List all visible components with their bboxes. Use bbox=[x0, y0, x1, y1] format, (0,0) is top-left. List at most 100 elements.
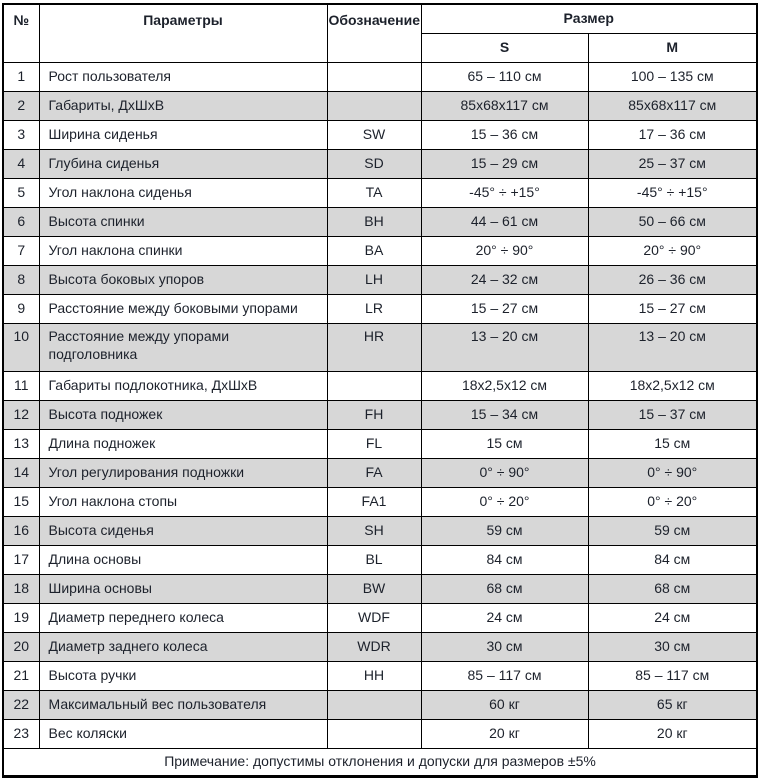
specification-table: № Параметры Обозначение Размер S M 1 Рост… bbox=[2, 3, 759, 778]
table-row: 13 Длина подножек FL 15 см 15 см bbox=[2, 429, 758, 459]
table-row: 19 Диаметр переднего колеса WDF 24 см 24 см bbox=[2, 603, 758, 633]
row-number: 10 bbox=[2, 323, 40, 372]
parameter-name: Угол наклона сиденья bbox=[38, 178, 328, 208]
table-row: 2 Габариты, ДхШхВ 85х68х117 см 85х68х117 см bbox=[2, 91, 758, 121]
parameter-name: Рост пользователя bbox=[38, 62, 328, 92]
header-number: № bbox=[2, 3, 40, 63]
designation-code: BW bbox=[326, 574, 422, 604]
row-number: 14 bbox=[2, 458, 40, 488]
parameter-name: Угол наклона спинки bbox=[38, 236, 328, 266]
parameter-name: Расстояние между упорами подголовника bbox=[38, 323, 328, 372]
parameter-name: Расстояние между боковыми упорами bbox=[38, 294, 328, 324]
size-s-value: 84 см bbox=[420, 545, 589, 575]
size-m-value: 17 – 36 см bbox=[587, 120, 758, 150]
table-row: 17 Длина основы BL 84 см 84 см bbox=[2, 545, 758, 575]
table-row: 9 Расстояние между боковыми упорами LR 15 –… bbox=[2, 294, 758, 324]
header-row-top: № Параметры Обозначение Размер bbox=[2, 3, 758, 63]
row-number: 12 bbox=[2, 400, 40, 430]
size-m-value: 50 – 66 см bbox=[587, 207, 758, 237]
table-row: 10 Расстояние между упорами подголовника H… bbox=[2, 323, 758, 372]
parameter-name: Высота спинки bbox=[38, 207, 328, 237]
size-s-value: 44 – 61 см bbox=[420, 207, 589, 237]
row-number: 9 bbox=[2, 294, 40, 324]
size-s-value: 24 см bbox=[420, 603, 589, 633]
size-s-value: 15 – 29 см bbox=[420, 149, 589, 179]
row-number: 19 bbox=[2, 603, 40, 633]
designation-code: SH bbox=[326, 516, 422, 546]
parameter-name: Угол наклона стопы bbox=[38, 487, 328, 517]
size-s-value: 65 – 110 см bbox=[420, 62, 589, 92]
table-row: 4 Глубина сиденья SD 15 – 29 см 25 – 37 см bbox=[2, 149, 758, 179]
designation-code: BH bbox=[326, 207, 422, 237]
row-number: 4 bbox=[2, 149, 40, 179]
row-number: 23 bbox=[2, 719, 40, 749]
row-number: 16 bbox=[2, 516, 40, 546]
row-number: 2 bbox=[2, 91, 40, 121]
table-row: 6 Высота спинки BH 44 – 61 см 50 – 66 см bbox=[2, 207, 758, 237]
size-s-value: 18х2,5х12 см bbox=[420, 371, 589, 401]
designation-code bbox=[326, 690, 422, 720]
table-row: 3 Ширина сиденья SW 15 – 36 см 17 – 36 см bbox=[2, 120, 758, 150]
table-row: 18 Ширина основы BW 68 см 68 см bbox=[2, 574, 758, 604]
table-row: 22 Максимальный вес пользователя 60 кг 65 к… bbox=[2, 690, 758, 720]
parameter-name: Длина подножек bbox=[38, 429, 328, 459]
designation-code: FH bbox=[326, 400, 422, 430]
table-row: 15 Угол наклона стопы FA1 0° ÷ 20° 0° ÷ 20° bbox=[2, 487, 758, 517]
row-number: 17 bbox=[2, 545, 40, 575]
size-s-value: 30 см bbox=[420, 632, 589, 662]
size-m-value: -45° ÷ +15° bbox=[587, 178, 758, 208]
size-m-value: 15 – 27 см bbox=[587, 294, 758, 324]
size-m-value: 68 см bbox=[587, 574, 758, 604]
row-number: 15 bbox=[2, 487, 40, 517]
size-s-value: 15 см bbox=[420, 429, 589, 459]
designation-code: FA1 bbox=[326, 487, 422, 517]
designation-code bbox=[326, 62, 422, 92]
designation-code bbox=[326, 91, 422, 121]
row-number: 8 bbox=[2, 265, 40, 295]
designation-code: SW bbox=[326, 120, 422, 150]
size-s-value: 15 – 27 см bbox=[420, 294, 589, 324]
header-size: Размер bbox=[420, 3, 758, 34]
size-s-value: 15 – 34 см bbox=[420, 400, 589, 430]
size-m-value: 24 см bbox=[587, 603, 758, 633]
header-size-s: S bbox=[420, 33, 589, 63]
table-row: 16 Высота сиденья SH 59 см 59 см bbox=[2, 516, 758, 546]
size-s-value: 13 – 20 см bbox=[420, 323, 589, 372]
row-number: 18 bbox=[2, 574, 40, 604]
row-number: 7 bbox=[2, 236, 40, 266]
size-m-value: 13 – 20 см bbox=[587, 323, 758, 372]
size-s-value: 15 – 36 см bbox=[420, 120, 589, 150]
parameter-name: Высота подножек bbox=[38, 400, 328, 430]
size-s-value: 20 кг bbox=[420, 719, 589, 749]
designation-code: HH bbox=[326, 661, 422, 691]
table-body: 1 Рост пользователя 65 – 110 см 100 – 135 с… bbox=[2, 62, 758, 749]
size-m-value: 15 см bbox=[587, 429, 758, 459]
row-number: 6 bbox=[2, 207, 40, 237]
designation-code: LR bbox=[326, 294, 422, 324]
designation-code: BA bbox=[326, 236, 422, 266]
designation-code: HR bbox=[326, 323, 422, 372]
size-s-value: 60 кг bbox=[420, 690, 589, 720]
size-m-value: 26 – 36 см bbox=[587, 265, 758, 295]
size-s-value: 85х68х117 см bbox=[420, 91, 589, 121]
size-m-value: 100 – 135 см bbox=[587, 62, 758, 92]
row-number: 13 bbox=[2, 429, 40, 459]
row-number: 22 bbox=[2, 690, 40, 720]
parameter-name: Высота сиденья bbox=[38, 516, 328, 546]
parameter-name: Длина основы bbox=[38, 545, 328, 575]
parameter-name: Ширина основы bbox=[38, 574, 328, 604]
designation-code: WDR bbox=[326, 632, 422, 662]
designation-code: LH bbox=[326, 265, 422, 295]
size-m-value: 0° ÷ 90° bbox=[587, 458, 758, 488]
designation-code bbox=[326, 719, 422, 749]
table-row: 14 Угол регулирования подножки FA 0° ÷ 90° 0… bbox=[2, 458, 758, 488]
parameter-name: Диаметр заднего колеса bbox=[38, 632, 328, 662]
size-s-value: 24 – 32 см bbox=[420, 265, 589, 295]
designation-code: WDF bbox=[326, 603, 422, 633]
parameter-name: Габариты подлокотника, ДхШхВ bbox=[38, 371, 328, 401]
row-number: 1 bbox=[2, 62, 40, 92]
table-footer: Примечание: допустимы отклонения и допус… bbox=[2, 748, 758, 777]
parameter-name: Глубина сиденья bbox=[38, 149, 328, 179]
size-s-value: 59 см bbox=[420, 516, 589, 546]
parameter-name: Высота боковых упоров bbox=[38, 265, 328, 295]
